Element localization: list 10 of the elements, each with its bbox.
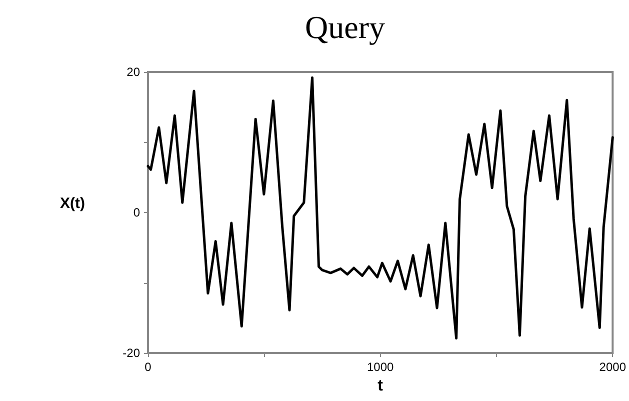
- x-tick-label: 1000: [366, 360, 394, 374]
- y-axis-title: X(t): [60, 195, 85, 212]
- x-tick-label: 2000: [599, 360, 626, 374]
- x-axis-title: t: [378, 377, 384, 394]
- y-tick-label: -20: [122, 346, 140, 360]
- x-tick-label: 0: [144, 360, 152, 374]
- line-series: [146, 76, 614, 340]
- y-tick-label: 0: [133, 206, 140, 220]
- y-tick-label: 20: [126, 65, 140, 79]
- chart-title: Query: [305, 9, 385, 45]
